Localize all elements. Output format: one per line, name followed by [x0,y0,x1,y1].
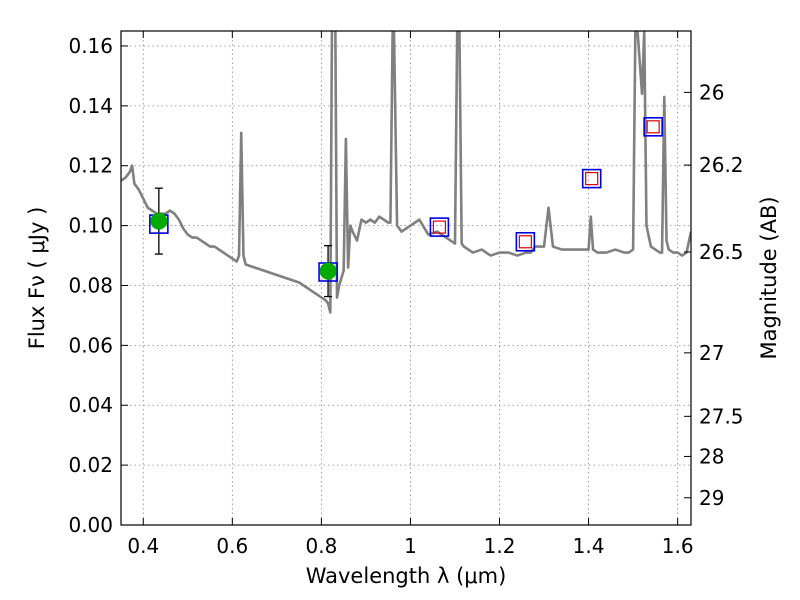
x-tick-label: 1.6 [662,534,694,558]
y2-tick-label: 26.2 [699,153,744,177]
spectrum-line [121,31,691,314]
predicted-marker [646,120,660,134]
y2-tick-label: 28 [699,444,724,468]
y2-tick-label: 26.5 [699,240,744,264]
model-box [429,217,450,237]
y-tick-label: 0.10 [68,214,113,238]
y2-tick-label: 26 [699,80,724,104]
plot-area [121,31,691,525]
model-box [515,231,536,252]
plot-frame [120,30,692,526]
y2-tick-label: 29 [699,486,724,510]
x-tick-label: 0.6 [216,534,248,558]
x-axis-label: Wavelength λ (μm) [306,564,507,588]
y-tick-label: 0.04 [68,393,113,417]
x-tick-label: 1.4 [573,534,605,558]
marker-layer [149,117,663,298]
x-tick-label: 1.2 [484,534,516,558]
y-axis-label: Flux Fν ( μJy ) [25,207,49,350]
y-tick-label: 0.16 [68,34,113,58]
x-tick-label: 0.8 [305,534,337,558]
predicted-marker [432,220,446,234]
y2-tick-label: 27.5 [699,404,744,428]
predicted-marker [518,235,532,249]
model-box [581,168,602,189]
y-tick-label: 0.02 [68,453,113,477]
y2-tick-label: 27 [699,341,724,365]
x-tick-label: 1 [404,534,417,558]
predicted-marker [585,172,599,186]
x-tick-label: 0.4 [127,534,159,558]
observed-marker [319,262,337,280]
y-tick-label: 0.12 [68,154,113,178]
y-tick-label: 0.08 [68,273,113,297]
y-tick-label: 0.06 [68,333,113,357]
spectrum-layer [121,31,691,314]
tick-layer: 0.4 0.6 0.8 1 1.2 1.4 1.6 0.00 0.02 0.04 0.06 0.08 0… [68,31,744,558]
observed-marker [150,212,168,230]
y-tick-label: 0.00 [68,513,113,537]
y2-axis-label: Magnitude (AB) [757,196,781,359]
model-box [643,117,663,137]
y-tick-label: 0.14 [68,94,113,118]
